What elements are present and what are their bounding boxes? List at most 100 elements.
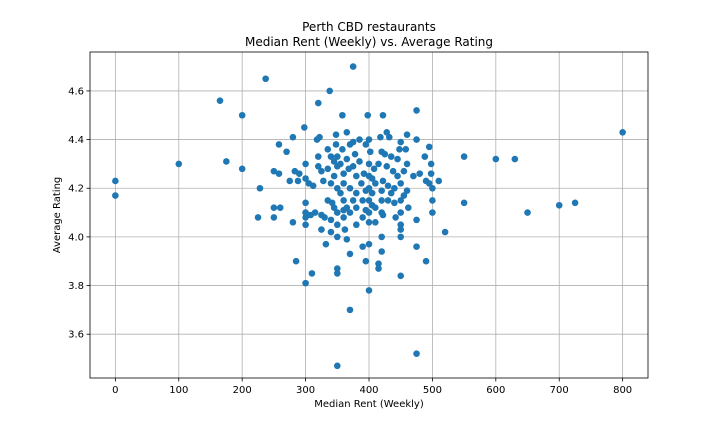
x-tick-label: 100 [169, 385, 188, 396]
scatter-point [511, 155, 519, 163]
scatter-point [333, 362, 341, 370]
scatter-point [372, 218, 379, 226]
y-tick-label: 3.8 [68, 281, 84, 292]
scatter-point [340, 180, 347, 187]
scatter-point [327, 228, 335, 236]
scatter-point [346, 184, 354, 192]
scatter-point [112, 177, 119, 185]
scatter-point [378, 248, 385, 255]
scatter-point [302, 221, 309, 229]
scatter-point [308, 270, 316, 277]
scatter-point [327, 216, 335, 224]
scatter-point [364, 111, 372, 119]
scatter-point [391, 184, 398, 192]
scatter-point [358, 180, 365, 187]
scatter-point [346, 250, 354, 258]
scatter-point [353, 204, 360, 212]
scatter-point [314, 163, 322, 170]
scatter-point [324, 146, 332, 153]
scatter-point [571, 199, 579, 207]
scatter-point [359, 197, 366, 204]
scatter-point [270, 214, 278, 221]
scatter-point [394, 172, 401, 180]
scatter-point [397, 138, 405, 146]
scatter-point [337, 189, 344, 197]
x-tick-label: 600 [486, 385, 505, 396]
scatter-point [340, 170, 347, 177]
scatter-point [327, 153, 335, 160]
scatter-point [397, 233, 405, 241]
y-tick-label: 3.6 [68, 330, 84, 341]
x-tick-label: 0 [112, 385, 118, 396]
scatter-point [353, 172, 360, 180]
scatter-point [370, 165, 378, 173]
scatter-point [372, 204, 379, 212]
scatter-point [295, 170, 303, 177]
scatter-point [302, 209, 309, 216]
scatter-point [321, 214, 328, 221]
scatter-point [413, 136, 420, 143]
scatter-point [311, 209, 319, 216]
scatter-point [425, 180, 433, 187]
scatter-point [379, 111, 387, 119]
scatter-point [422, 257, 430, 265]
scatter-point [314, 153, 322, 160]
scatter-point [302, 279, 309, 287]
scatter-point [340, 197, 347, 204]
scatter-point [262, 75, 269, 83]
x-tick-label: 400 [359, 385, 378, 396]
scatter-point [378, 187, 385, 194]
y-tick-label: 4.6 [68, 86, 84, 97]
scatter-point [326, 87, 333, 95]
y-axis-label: Average Rating [52, 177, 63, 253]
scatter-point [381, 150, 389, 158]
scatter-point [392, 214, 399, 221]
scatter-point [383, 163, 391, 170]
scatter-point [289, 133, 297, 141]
scatter-point [410, 172, 417, 180]
scatter-point [365, 184, 373, 192]
scatter-point [346, 209, 354, 216]
scatter-point [362, 141, 370, 148]
scatter-point [391, 199, 398, 207]
scatter-point [322, 240, 330, 248]
scatter-point [343, 155, 351, 163]
scatter-point [302, 199, 309, 207]
scatter-point [427, 160, 435, 168]
scatter-point [403, 160, 411, 168]
scatter-point [379, 177, 387, 185]
scatter-point [238, 165, 246, 173]
scatter-point [275, 141, 283, 148]
scatter-point [294, 177, 302, 185]
scatter-point [337, 160, 344, 168]
y-tick-label: 4.2 [68, 184, 84, 195]
scatter-point [353, 189, 360, 197]
scatter-point [378, 233, 385, 241]
scatter-point [330, 158, 338, 165]
scatter-point [339, 146, 346, 153]
scatter-point [318, 167, 325, 175]
scatter-point [349, 163, 357, 170]
chart-title: Perth CBD restaurants [302, 20, 436, 34]
scatter-point [365, 218, 373, 226]
scatter-point [365, 240, 373, 248]
x-tick-label: 700 [550, 385, 569, 396]
scatter-point [332, 131, 340, 139]
scatter-point [383, 128, 391, 136]
y-tick-label: 4.0 [68, 232, 84, 243]
scatter-point [362, 257, 370, 265]
scatter-point [302, 160, 309, 168]
x-tick-label: 200 [233, 385, 252, 396]
scatter-point [378, 197, 385, 204]
scatter-point [397, 209, 405, 216]
scatter-point [413, 216, 420, 224]
scatter-point [394, 155, 401, 163]
scatter-point [375, 260, 382, 267]
scatter-point [427, 170, 435, 177]
scatter-point [441, 228, 449, 236]
scatter-point [400, 192, 408, 199]
scatter-point [330, 204, 338, 212]
scatter-point [343, 236, 351, 243]
scatter-point [275, 170, 283, 177]
